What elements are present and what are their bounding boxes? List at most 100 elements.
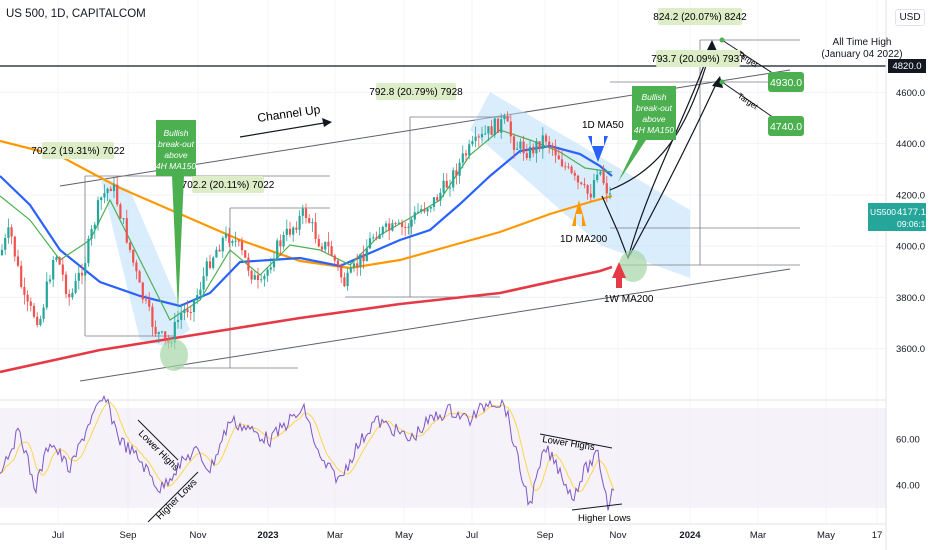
candle-body (580, 182, 583, 184)
candle-body (324, 241, 327, 250)
candle-body (541, 135, 544, 149)
candle-body (512, 136, 516, 150)
candle-body (301, 208, 304, 216)
bullish-right-line-3: above (642, 114, 665, 124)
rsi-higher-lows-right: Higher Lows (578, 513, 631, 524)
bullish-right-line-1: Bullish (641, 92, 666, 102)
candle-body (224, 233, 228, 238)
candle-body (36, 316, 39, 325)
channel-up-label: Channel Up (256, 102, 321, 125)
candle-body (39, 318, 42, 325)
candle-body (356, 263, 359, 268)
candle-body (448, 187, 452, 189)
candle-body (119, 204, 122, 219)
candle-body (442, 180, 445, 193)
candle-body (138, 271, 141, 283)
price-tick-label: 4400.0 (896, 139, 925, 150)
candle-body (452, 170, 455, 188)
candle-body (148, 299, 151, 307)
bullish-left-line-4: 4H MA150 (156, 161, 196, 171)
candle-body (327, 241, 330, 247)
candle-body (215, 249, 218, 258)
candle-body (42, 307, 45, 319)
currency-button[interactable]: USD (895, 9, 925, 26)
time-tick-label: Nov (610, 530, 627, 541)
arrow-head-1 (706, 40, 717, 52)
time-tick-label: 2024 (679, 530, 701, 541)
candle-body (199, 289, 202, 296)
candle-body (231, 241, 234, 243)
price-axis-bg (886, 0, 932, 550)
candle-body (471, 141, 474, 145)
candle-body (519, 141, 522, 149)
candle-body (592, 180, 596, 198)
wma200-arrow (612, 262, 626, 288)
ma-1w-200-line (0, 265, 613, 374)
measure-label-4: 824.2 (20.07%) 8242 (653, 12, 747, 23)
time-tick-label: 17 (872, 530, 883, 541)
candle-body (71, 292, 74, 298)
candle-body (522, 141, 525, 154)
ma-4h-150-line (0, 129, 613, 321)
candle-body (576, 175, 580, 183)
candle-body (397, 222, 400, 224)
rsi-line (0, 394, 615, 511)
candle-body (266, 269, 269, 276)
last-price-countdown: 09:06:13 (897, 219, 930, 229)
ath-line-1: All Time High (832, 37, 892, 48)
candle-body (346, 272, 349, 287)
bullish-left-line-2: break-out (158, 139, 195, 149)
candle-body (477, 136, 480, 138)
candle-body (564, 166, 567, 168)
candle-body (87, 238, 90, 264)
candle-body (292, 227, 295, 235)
candle-body (525, 153, 528, 158)
candle-body (458, 162, 461, 176)
channel-arrow-head (322, 118, 332, 127)
candle-body (272, 259, 276, 268)
support-circle-right (619, 250, 647, 282)
candle-body (144, 299, 148, 301)
candle-body (52, 260, 55, 280)
candle-body (461, 153, 464, 163)
time-tick-label: Jul (466, 530, 478, 541)
measure-label-2: 702.2 (20.11%) 7022 (182, 180, 275, 191)
time-tick-label: Sep (120, 530, 137, 541)
candle-body (528, 146, 532, 158)
rsi-higher-lows-line-right (571, 503, 623, 511)
candle-body (583, 183, 586, 186)
candle-body (192, 300, 196, 313)
candle-body (132, 249, 135, 263)
ma50-arrow (588, 136, 608, 162)
rsi-ma-line (0, 401, 615, 493)
candle-body (202, 276, 205, 290)
projection-arrow-2 (609, 43, 713, 191)
candle-body (160, 331, 164, 333)
wma200-label: 1W MA200 (604, 294, 654, 305)
candle-body (58, 257, 61, 265)
symbol-title: US 500, 1D, CAPITALCOM (6, 8, 146, 20)
time-tick-label: 2023 (257, 530, 278, 541)
candle-body (487, 126, 490, 134)
candle-body (263, 275, 266, 280)
candle-body (368, 238, 372, 249)
ath-price-label: 4820.0 (892, 61, 921, 72)
candle-body (250, 270, 253, 280)
candle-body (349, 267, 352, 273)
candle-body (116, 184, 119, 205)
candle-body (256, 275, 260, 281)
candle-body (436, 197, 439, 201)
candle-body (298, 215, 301, 230)
candle-body (484, 133, 487, 135)
candle-body (74, 280, 77, 293)
projection-arrow-3 (627, 79, 719, 259)
candle-body (551, 145, 554, 148)
candle-body (490, 126, 493, 136)
candle-body (106, 188, 109, 194)
candle-body (154, 326, 157, 335)
measure-label-5: 793.7 (20.09%) 7937 (651, 54, 745, 65)
candle-body (410, 219, 413, 227)
candle-body (90, 229, 93, 239)
candle-body (608, 193, 612, 195)
